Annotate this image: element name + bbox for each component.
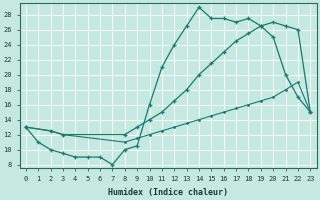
X-axis label: Humidex (Indice chaleur): Humidex (Indice chaleur) [108,188,228,197]
